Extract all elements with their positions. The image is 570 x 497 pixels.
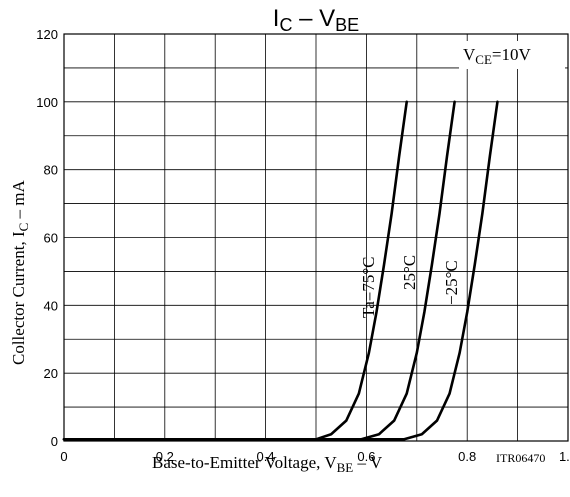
condition-box [459, 41, 565, 69]
y-axis-label: Collector Current, IC – mA [9, 179, 31, 365]
x-axis-label-sub: BE [337, 460, 354, 475]
y-tick-label-8: 80 [44, 163, 58, 178]
title-sep-sub: BE [335, 15, 359, 35]
condition-sub: CE [475, 52, 492, 67]
condition-label: VCE=10V [463, 45, 531, 67]
series-label-ta75: Ta=75°C [359, 257, 378, 318]
series-line-1 [62, 100, 456, 441]
x-axis-label: Base-to-Emitter Voltage, VBE – V [152, 453, 383, 475]
condition-suffix: =10V [492, 45, 532, 64]
x-tick-label-0: 0 [60, 449, 67, 464]
series-line-0 [62, 100, 409, 441]
y-tick-label-6: 60 [44, 231, 58, 246]
x-tick-label-6: 0.6 [357, 449, 375, 464]
x-tick-label-10: 1.0 [559, 449, 570, 464]
y-axis-label-sub: C [16, 223, 31, 232]
figure-code: ITR06470 [496, 451, 545, 465]
x-tick-label-4: 0.4 [257, 449, 275, 464]
title-sep: – V [292, 5, 335, 32]
x-tick-label-8: 0.8 [458, 449, 476, 464]
curves [62, 100, 499, 441]
series-label-m25: −25°C [442, 260, 461, 305]
x-tick-labels: 0 0.2 0.4 0.6 0.8 1.0 [60, 449, 570, 464]
series-label-25: 25°C [400, 255, 419, 290]
grid-lines [63, 33, 569, 442]
y-tick-label-4: 40 [44, 298, 58, 313]
series-line-2 [62, 100, 499, 441]
y-axis-label-suffix: – mA [9, 179, 28, 222]
y-tick-label-2: 20 [44, 366, 58, 381]
y-tick-label-12: 120 [36, 27, 58, 42]
x-tick-label-2: 0.2 [156, 449, 174, 464]
y-axis-label-prefix: Collector Current, I [9, 231, 28, 365]
chart-title: IC – VBE [273, 5, 359, 35]
plot-frame [63, 33, 569, 442]
title-main-sub: C [279, 15, 292, 35]
y-tick-labels: 0 20 40 60 80 100 120 [36, 27, 58, 449]
y-tick-label-10: 100 [36, 95, 58, 110]
condition-prefix: V [463, 45, 476, 64]
y-tick-label-0: 0 [51, 434, 58, 449]
x-axis-label-suffix: – V [353, 453, 383, 472]
x-axis-label-prefix: Base-to-Emitter Voltage, V [152, 453, 337, 472]
title-main: I [273, 5, 280, 32]
